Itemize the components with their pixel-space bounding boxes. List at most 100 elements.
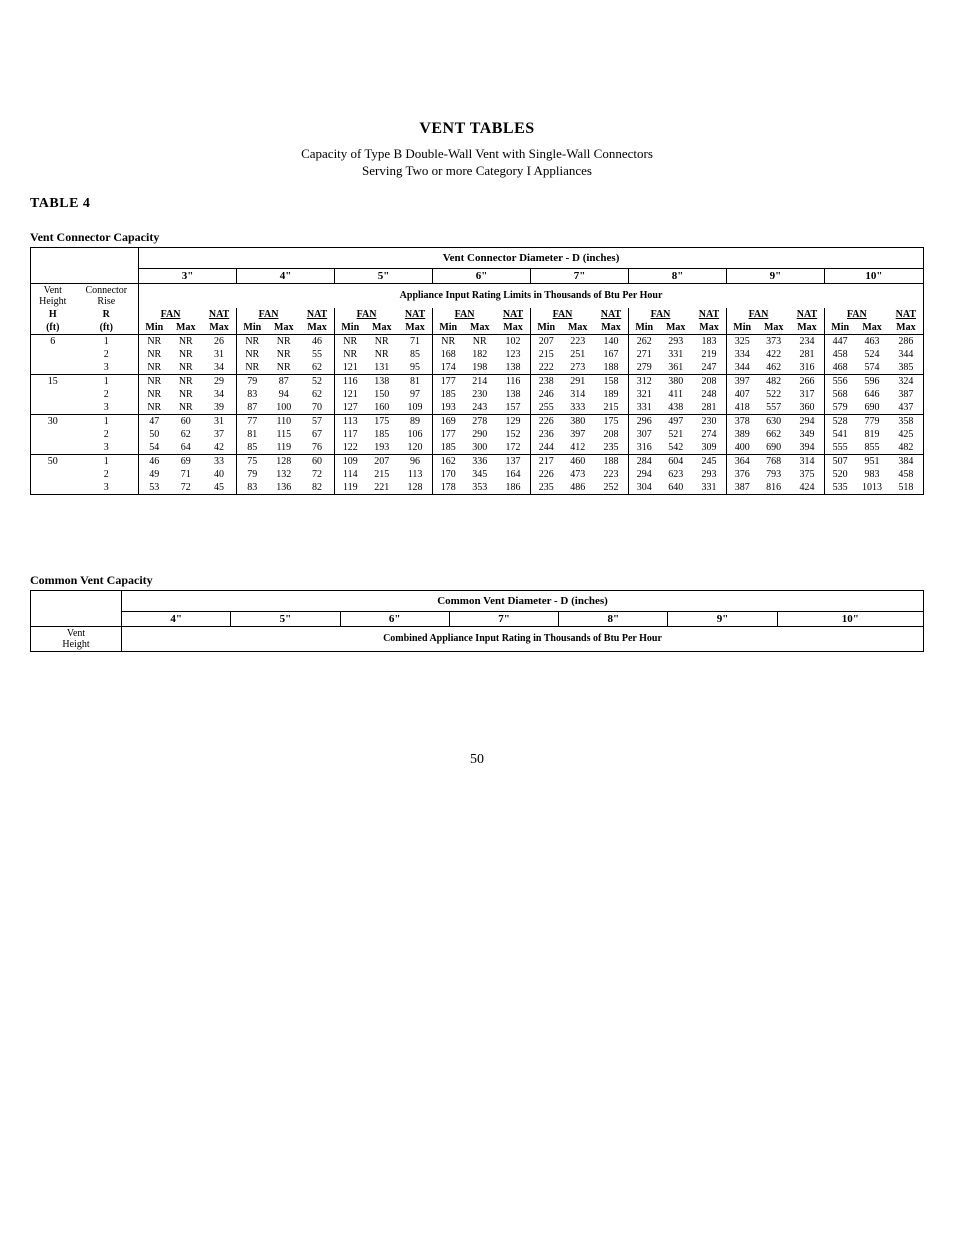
sub-label: Max [659, 321, 692, 335]
data-cell: 321 [629, 388, 660, 401]
col-H: H [31, 308, 75, 321]
data-cell: 95 [398, 361, 433, 375]
vent-height-cell [31, 361, 75, 375]
data-cell: 81 [237, 428, 268, 441]
data-cell: 412 [561, 441, 594, 455]
data-cell: 294 [790, 414, 825, 428]
data-cell: 314 [790, 454, 825, 468]
data-cell: 60 [170, 414, 203, 428]
data-cell: 60 [300, 454, 335, 468]
data-cell: NR [237, 348, 268, 361]
unit-ft: (ft) [31, 321, 75, 335]
data-cell: 53 [139, 481, 170, 495]
data-cell: 816 [757, 481, 790, 495]
data-cell: 167 [594, 348, 629, 361]
data-cell: 138 [496, 361, 531, 375]
data-cell: 293 [692, 468, 727, 481]
data-cell: 46 [300, 334, 335, 348]
diameter-label: 7" [449, 611, 558, 626]
data-cell: 207 [531, 334, 562, 348]
vent-height-label: VentHeight [31, 626, 122, 651]
data-cell: NR [267, 348, 300, 361]
data-cell: 174 [433, 361, 464, 375]
data-cell: 646 [855, 388, 888, 401]
data-cell: 290 [463, 428, 496, 441]
data-cell: 255 [531, 401, 562, 415]
data-cell: 64 [170, 441, 203, 455]
data-cell: 486 [561, 481, 594, 495]
sub-label: Max [561, 321, 594, 335]
table2-header-span: Common Vent Diameter - D (inches) [122, 590, 924, 611]
data-cell: 110 [267, 414, 300, 428]
subtitle-line2: Serving Two or more Category I Appliance… [362, 163, 592, 178]
data-cell: 779 [855, 414, 888, 428]
data-cell: 123 [496, 348, 531, 361]
vent-height-label: VentHeight [31, 283, 75, 308]
data-cell: 193 [365, 441, 398, 455]
fan-label: FAN [531, 308, 594, 321]
data-cell: 278 [463, 414, 496, 428]
unit-ft: (ft) [75, 321, 139, 335]
data-cell: 82 [300, 481, 335, 495]
vent-height-cell [31, 388, 75, 401]
sub-label: Max [692, 321, 727, 335]
data-cell: 236 [531, 428, 562, 441]
data-cell: 120 [398, 441, 433, 455]
data-cell: 198 [463, 361, 496, 375]
data-cell: 524 [855, 348, 888, 361]
data-cell: 690 [757, 441, 790, 455]
data-cell: 385 [889, 361, 924, 375]
data-cell: 83 [237, 388, 268, 401]
data-cell: NR [335, 334, 366, 348]
data-cell: 52 [300, 374, 335, 388]
data-cell: 579 [824, 401, 855, 415]
fan-label: FAN [237, 308, 300, 321]
data-cell: 230 [463, 388, 496, 401]
data-cell: NR [139, 348, 170, 361]
data-cell: 243 [463, 401, 496, 415]
data-cell: 252 [594, 481, 629, 495]
data-cell: 215 [365, 468, 398, 481]
data-cell: 175 [365, 414, 398, 428]
data-cell: 29 [202, 374, 237, 388]
data-cell: 407 [726, 388, 757, 401]
data-cell: 438 [659, 401, 692, 415]
data-cell: NR [170, 348, 203, 361]
vent-height-cell [31, 468, 75, 481]
connector-rise-cell: 2 [75, 428, 139, 441]
data-cell: 460 [561, 454, 594, 468]
data-cell: 473 [561, 468, 594, 481]
vent-height-cell [31, 441, 75, 455]
data-cell: 117 [335, 428, 366, 441]
data-cell: 169 [433, 414, 464, 428]
sub-label: Max [300, 321, 335, 335]
data-cell: NR [170, 334, 203, 348]
data-cell: 31 [202, 414, 237, 428]
data-cell: 189 [594, 388, 629, 401]
data-cell: 331 [629, 401, 660, 415]
data-cell: 361 [659, 361, 692, 375]
data-cell: 175 [594, 414, 629, 428]
data-cell: 39 [202, 401, 237, 415]
sub-label: Min [237, 321, 268, 335]
vent-height-cell [31, 348, 75, 361]
sub-label: Max [267, 321, 300, 335]
data-cell: 85 [398, 348, 433, 361]
nat-label: NAT [496, 308, 531, 321]
sub-label: Max [790, 321, 825, 335]
data-cell: 128 [398, 481, 433, 495]
data-cell: NR [365, 348, 398, 361]
data-cell: 138 [496, 388, 531, 401]
sub-label: Max [855, 321, 888, 335]
data-cell: NR [463, 334, 496, 348]
data-cell: 226 [531, 414, 562, 428]
sub-label: Max [757, 321, 790, 335]
data-cell: 662 [757, 428, 790, 441]
data-cell: 360 [790, 401, 825, 415]
data-cell: 384 [889, 454, 924, 468]
data-cell: 234 [790, 334, 825, 348]
fan-label: FAN [726, 308, 789, 321]
diameter-label: 10" [777, 611, 923, 626]
data-cell: 208 [692, 374, 727, 388]
data-cell: 188 [594, 361, 629, 375]
